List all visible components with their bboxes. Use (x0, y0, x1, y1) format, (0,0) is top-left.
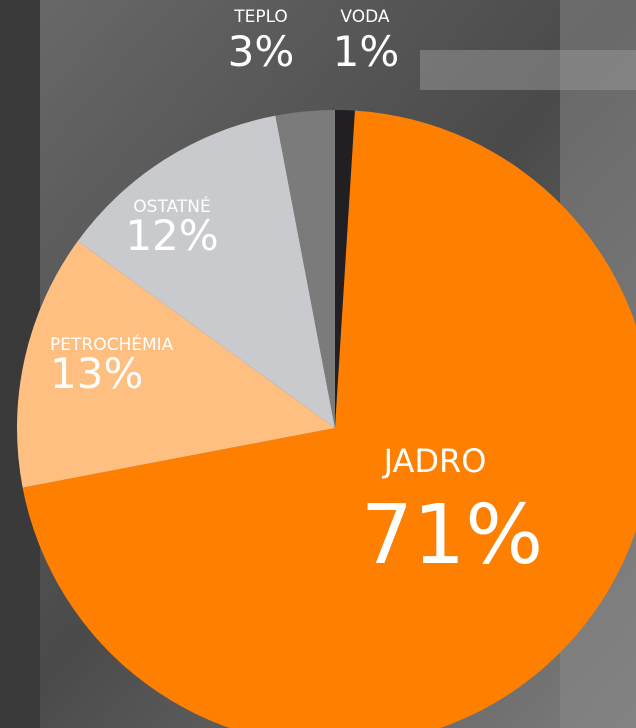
slice-name: PETROCHÉMIA (50, 333, 174, 355)
pie-slice (275, 110, 335, 428)
slice-name: VODA (340, 7, 390, 27)
slice-value: 71% (361, 488, 543, 583)
pie-slice (335, 110, 355, 428)
pie-slice (77, 115, 335, 428)
pie-slice (22, 110, 636, 728)
pie-slice (17, 241, 336, 488)
background-beam (420, 50, 636, 90)
slice-value: 1% (333, 27, 400, 76)
slice-value: 3% (228, 27, 295, 76)
slice-name: TEPLO (233, 7, 288, 27)
slice-value: 13% (50, 349, 143, 398)
slice-value: 12% (125, 211, 218, 260)
slice-name: OSTATNÉ (133, 195, 210, 217)
slice-name: JADRO (382, 442, 487, 480)
